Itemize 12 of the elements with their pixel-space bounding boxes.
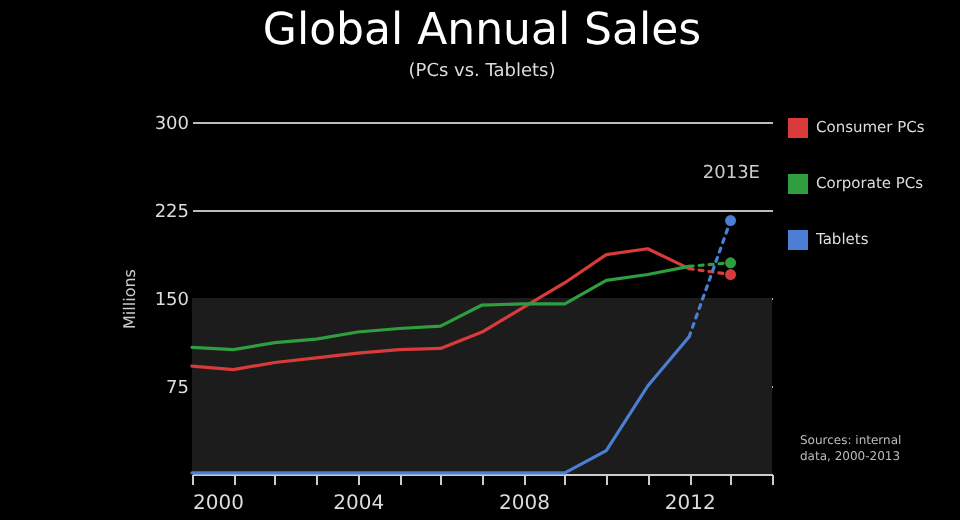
x-tick-label: 2008 [498,493,550,515]
annotation: 2013E [702,164,761,184]
y-tick-label: 300 [154,115,190,135]
chart-subtitle: (PCs vs. Tablets) [408,62,556,82]
y-axis-title: Millions [120,269,139,329]
x-tick-label: 2000 [193,493,244,515]
x-tick-label: 2004 [333,493,385,515]
x-tick-label: 2012 [664,493,716,515]
chart-title: Global Annual Sales [262,6,702,56]
y-tick-label: 225 [154,203,189,223]
y-tick-label: 150 [154,291,190,311]
y-tick-label: 75 [166,379,189,399]
